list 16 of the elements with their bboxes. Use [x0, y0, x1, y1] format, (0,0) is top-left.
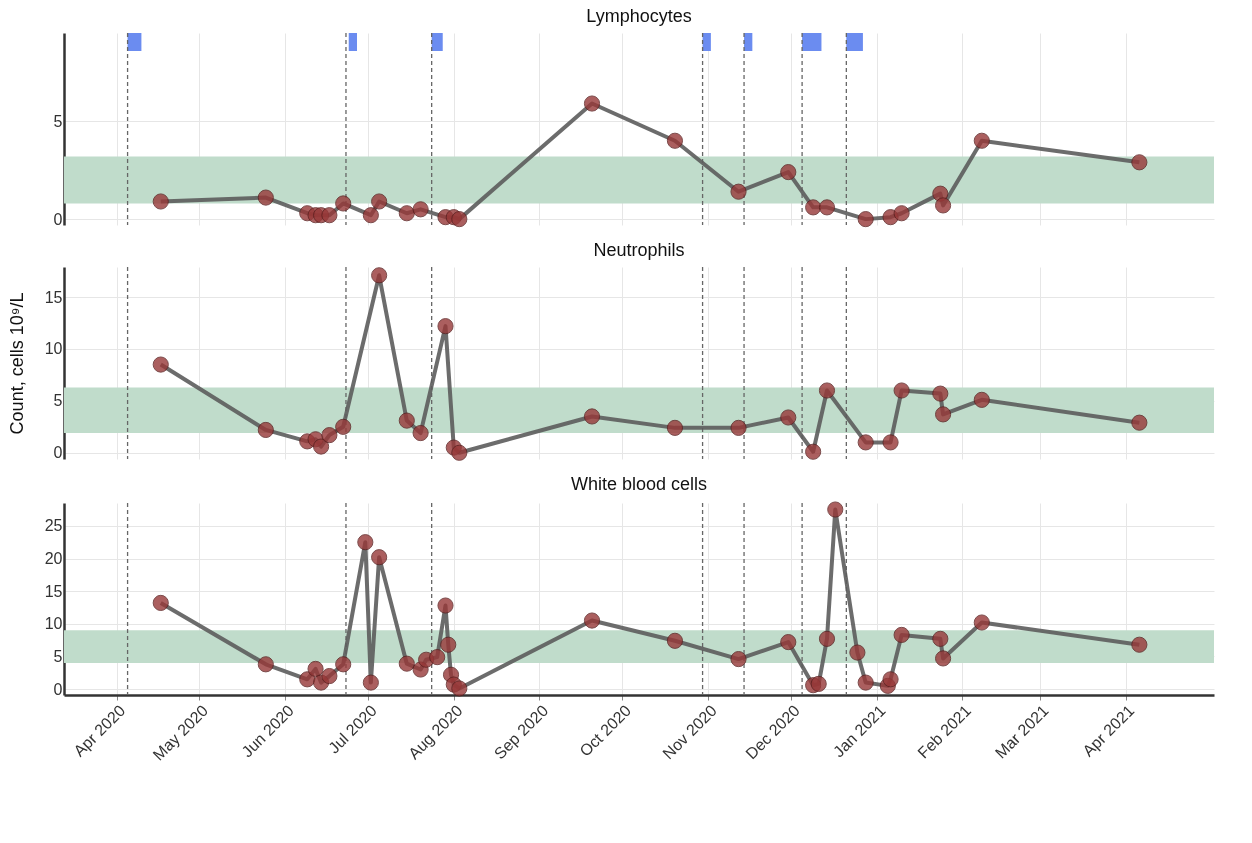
y-tick-label: 0	[53, 680, 63, 698]
y-tick-label: 20	[44, 550, 63, 568]
y-tick-label: 0	[53, 444, 63, 462]
y-tick-label: 0	[53, 210, 63, 228]
y-tick-label: 10	[44, 340, 63, 358]
y-tick-label: 25	[44, 517, 63, 535]
y-tick-label: 5	[53, 392, 63, 410]
y-tick-label: 15	[44, 288, 63, 306]
chart-title: Neutrophils	[593, 239, 685, 260]
y-tick-label: 5	[53, 112, 63, 130]
y-tick-label: 15	[44, 582, 63, 600]
chart-title: White blood cells	[570, 473, 708, 494]
chart-title: Lymphocytes	[586, 6, 692, 27]
y-tick-label: 10	[44, 615, 63, 633]
y-axis-title: Count, cells 10⁹/L	[6, 292, 27, 435]
y-tick-label: 5	[53, 647, 63, 665]
